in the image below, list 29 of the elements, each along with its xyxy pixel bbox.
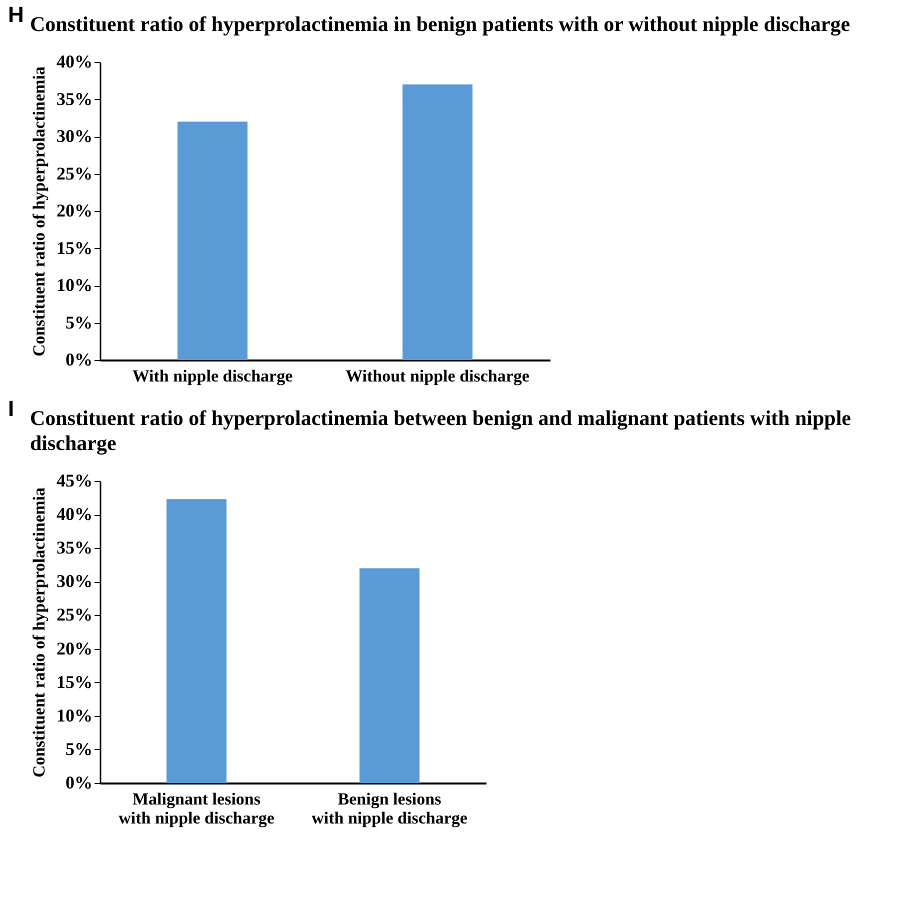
x-tick-label: Malignant lesions with nipple discharge <box>118 790 275 828</box>
y-tick-label: 40% <box>56 504 92 524</box>
y-tick-label: 30% <box>56 126 92 146</box>
text: H <box>8 2 24 28</box>
y-tick-label: 20% <box>56 200 92 220</box>
y-tick-label: 20% <box>56 638 92 658</box>
y-tick-label: 25% <box>56 604 92 625</box>
chart-title: Constituent ratio of hyperprolactinemia between benign and malignant patients with nipple discharge <box>30 406 851 455</box>
chart-title: Constituent ratio of hyperprolactinemia in benign patients with or without nipple discharge <box>30 12 850 36</box>
x-tick-label: With nipple discharge <box>132 366 294 386</box>
y-tick-label: 25% <box>56 163 92 184</box>
y-tick-label: 10% <box>56 705 92 726</box>
y-tick-label: 35% <box>56 88 92 109</box>
y-tick-label: 5% <box>66 738 92 759</box>
y-tick-label: 30% <box>56 571 92 592</box>
x-tick-label: Without nipple discharge <box>346 366 530 386</box>
y-tick-label: 5% <box>66 312 92 332</box>
y-tick-label: 0% <box>66 772 92 792</box>
text: I <box>8 396 14 422</box>
y-tick-label: 35% <box>56 538 92 558</box>
y-tick-label: 40% <box>56 52 92 72</box>
y-axis-title: Constituent ratio of hyperprolactinemia <box>30 66 48 357</box>
y-tick-label: 15% <box>56 672 92 692</box>
y-tick-label: 0% <box>66 350 92 370</box>
y-tick-label: 45% <box>56 470 92 490</box>
y-tick-label: 15% <box>56 238 92 258</box>
x-tick-label: Benign lesions with nipple discharge <box>312 790 468 828</box>
y-tick-label: 10% <box>56 275 92 295</box>
y-axis-title: Constituent ratio of hyperprolactinemia <box>30 486 48 778</box>
